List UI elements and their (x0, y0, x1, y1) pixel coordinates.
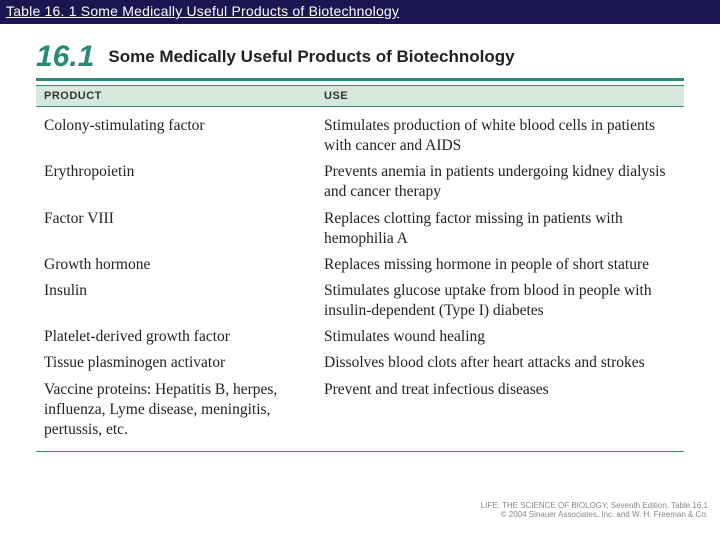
cell-use: Dissolves blood clots after heart attack… (324, 353, 676, 373)
cell-product: Factor VIII (44, 209, 324, 249)
table-bottom-rule (36, 451, 684, 452)
cell-product: Growth hormone (44, 255, 324, 275)
table-row: Growth hormone Replaces missing hormone … (36, 254, 684, 280)
cell-use: Prevent and treat infectious diseases (324, 380, 676, 440)
cell-product: Insulin (44, 281, 324, 321)
table-row: Colony-stimulating factor Stimulates pro… (36, 115, 684, 161)
slide-header: Table 16. 1 Some Medically Useful Produc… (0, 0, 720, 24)
cell-product: Tissue plasminogen activator (44, 353, 324, 373)
table-container: 16.1 Some Medically Useful Products of B… (36, 42, 684, 452)
table-row: Tissue plasminogen activator Dissolves b… (36, 352, 684, 378)
cell-use: Stimulates wound healing (324, 327, 676, 347)
image-credit: LIFE: THE SCIENCE OF BIOLOGY, Seventh Ed… (481, 501, 708, 520)
cell-use: Replaces missing hormone in people of sh… (324, 255, 676, 275)
credit-line-1: LIFE: THE SCIENCE OF BIOLOGY, Seventh Ed… (481, 501, 708, 511)
column-header-band: PRODUCT USE (36, 85, 684, 107)
column-header-product: PRODUCT (44, 90, 324, 102)
credit-line-2: © 2004 Sinauer Associates, Inc. and W. H… (481, 510, 708, 520)
table-row: Insulin Stimulates glucose uptake from b… (36, 280, 684, 326)
table-body: Colony-stimulating factor Stimulates pro… (36, 107, 684, 445)
table-row: Factor VIII Replaces clotting factor mis… (36, 208, 684, 254)
table-row: Erythropoietin Prevents anemia in patien… (36, 161, 684, 207)
cell-use: Stimulates glucose uptake from blood in … (324, 281, 676, 321)
table-row: Platelet-derived growth factor Stimulate… (36, 326, 684, 352)
cell-product: Erythropoietin (44, 162, 324, 202)
cell-use: Prevents anemia in patients undergoing k… (324, 162, 676, 202)
cell-product: Vaccine proteins: Hepatitis B, herpes, i… (44, 380, 324, 440)
table-title-row: 16.1 Some Medically Useful Products of B… (36, 42, 684, 81)
table-title: Some Medically Useful Products of Biotec… (108, 47, 514, 67)
cell-use: Replaces clotting factor missing in pati… (324, 209, 676, 249)
cell-use: Stimulates production of white blood cel… (324, 116, 676, 156)
table-row: Vaccine proteins: Hepatitis B, herpes, i… (36, 379, 684, 445)
cell-product: Platelet-derived growth factor (44, 327, 324, 347)
slide-header-text: Table 16. 1 Some Medically Useful Produc… (6, 3, 399, 19)
column-header-use: USE (324, 90, 676, 102)
cell-product: Colony-stimulating factor (44, 116, 324, 156)
table-number: 16.1 (36, 42, 94, 72)
